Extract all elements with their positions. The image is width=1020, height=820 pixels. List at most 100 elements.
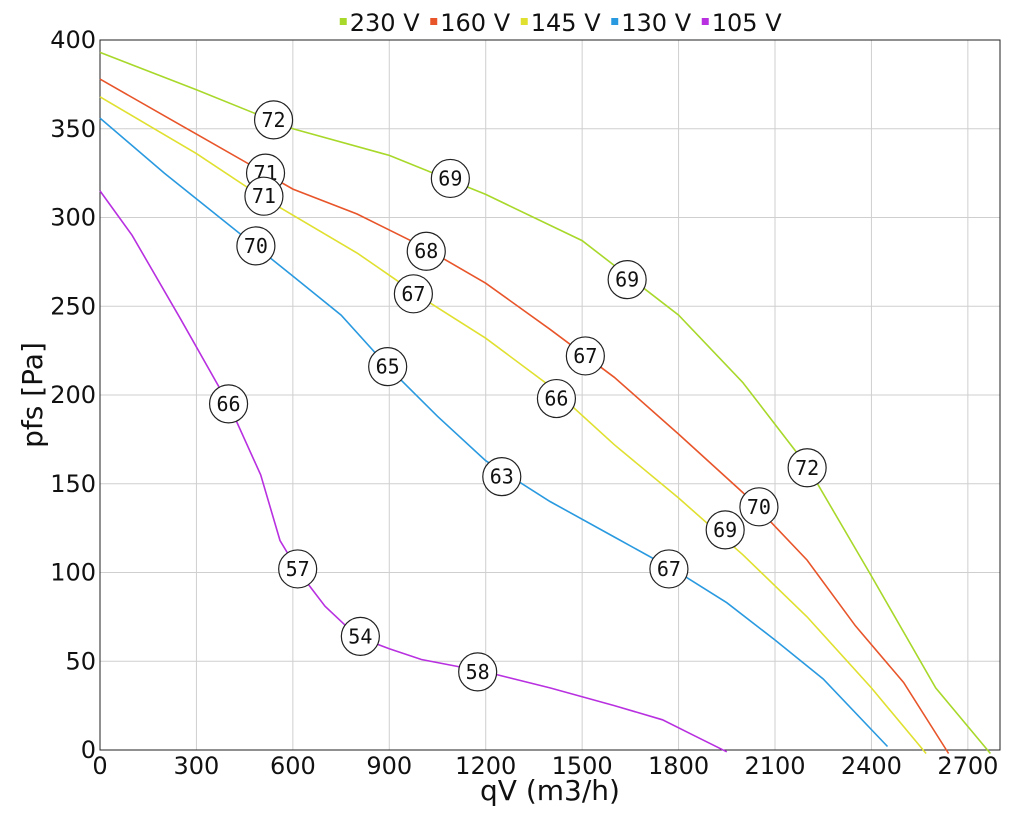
marker-circle xyxy=(278,549,318,589)
marker-label: 54 xyxy=(348,624,372,648)
efficiency-marker: 66 xyxy=(208,384,249,424)
marker-circle xyxy=(368,347,408,387)
y-tick-label: 250 xyxy=(50,292,96,320)
marker-circle xyxy=(253,100,294,140)
x-tick-label: 2400 xyxy=(841,752,902,780)
legend-label: 105 V xyxy=(712,9,782,37)
x-tick-label: 600 xyxy=(270,752,316,780)
marker-label: 72 xyxy=(795,456,819,480)
marker-label: 69 xyxy=(713,518,737,542)
efficiency-marker: 66 xyxy=(536,378,577,419)
legend-swatch xyxy=(430,18,438,25)
marker-label: 67 xyxy=(657,557,681,581)
legend-item: 230 V xyxy=(339,9,420,37)
marker-label: 70 xyxy=(747,495,771,519)
x-tick-label: 300 xyxy=(174,752,220,780)
plot-frame xyxy=(99,39,1001,751)
marker-label: 71 xyxy=(252,184,276,208)
marker-circle xyxy=(393,274,433,314)
marker-circle xyxy=(787,448,827,488)
efficiency-marker: 57 xyxy=(278,549,318,589)
marker-circle xyxy=(705,510,745,550)
efficiency-marker: 63 xyxy=(482,457,522,497)
marker-label: 57 xyxy=(286,557,310,581)
x-tick-label: 2700 xyxy=(937,752,998,780)
legend-label: 145 V xyxy=(531,9,601,37)
marker-circle xyxy=(340,616,380,657)
legend-swatch xyxy=(701,18,709,25)
y-tick-label: 200 xyxy=(50,381,96,409)
marker-label: 72 xyxy=(262,108,286,132)
efficiency-marker: 71 xyxy=(244,176,284,216)
legend-swatch xyxy=(520,18,528,25)
marker-label: 67 xyxy=(401,282,425,306)
x-tick-label: 1500 xyxy=(552,752,613,780)
marker-circle xyxy=(536,378,577,419)
legend-label: 230 V xyxy=(350,9,420,37)
x-tick-label: 1200 xyxy=(455,752,516,780)
marker-label: 67 xyxy=(573,344,597,368)
marker-circle xyxy=(236,226,276,266)
efficiency-marker: 67 xyxy=(393,274,433,314)
y-tick-label: 100 xyxy=(50,559,96,587)
marker-circle xyxy=(458,652,498,692)
marker-circle xyxy=(565,336,605,376)
y-tick-label: 300 xyxy=(50,204,96,232)
legend-item: 105 V xyxy=(701,9,782,37)
marker-label: 63 xyxy=(490,465,514,489)
marker-label: 66 xyxy=(544,387,568,411)
efficiency-marker: 67 xyxy=(565,336,605,376)
marker-label: 58 xyxy=(466,660,490,684)
series-line-3 xyxy=(99,117,889,748)
efficiency-marker: 70 xyxy=(739,487,779,527)
marker-circle xyxy=(430,158,470,199)
legend-item: 130 V xyxy=(611,9,692,37)
efficiency-marker: 69 xyxy=(607,260,647,300)
efficiency-marker: 58 xyxy=(458,652,498,692)
marker-circle xyxy=(208,384,249,424)
marker-circle xyxy=(482,457,522,497)
legend-swatch xyxy=(339,18,347,25)
marker-circle xyxy=(607,260,647,300)
marker-label: 66 xyxy=(217,392,241,416)
x-axis-label: qV (m3/h) xyxy=(480,774,620,807)
efficiency-marker: 67 xyxy=(649,549,689,589)
x-tick-label: 2100 xyxy=(744,752,805,780)
legend-item: 145 V xyxy=(520,9,601,37)
series-line-2 xyxy=(99,96,927,755)
marker-label: 70 xyxy=(244,234,268,258)
marker-circle xyxy=(649,549,689,589)
efficiency-marker: 69 xyxy=(430,158,470,199)
y-axis-label: pfs [Pa] xyxy=(16,342,49,448)
y-tick-label: 0 xyxy=(81,736,96,764)
marker-label: 65 xyxy=(376,355,400,379)
x-tick-label: 0 xyxy=(92,752,107,780)
marker-label: 69 xyxy=(438,166,462,190)
efficiency-marker: 54 xyxy=(340,616,380,657)
marker-label: 69 xyxy=(615,268,639,292)
efficiency-marker: 65 xyxy=(368,347,408,387)
efficiency-marker: 72 xyxy=(787,448,827,488)
legend: 230 V 160 V 145 V 130 V 105 V xyxy=(339,9,782,37)
efficiency-marker: 69 xyxy=(705,510,745,550)
y-tick-labels: 0 50 100 150 200 250 300 350 400 xyxy=(50,26,96,764)
marker-label: 68 xyxy=(414,239,438,263)
y-tick-label: 150 xyxy=(50,470,96,498)
marker-circle xyxy=(406,231,446,271)
legend-label: 160 V xyxy=(440,9,510,37)
legend-swatch xyxy=(611,18,619,25)
y-tick-label: 400 xyxy=(50,26,96,54)
x-tick-label: 1800 xyxy=(648,752,709,780)
x-tick-label: 900 xyxy=(366,752,412,780)
y-tick-label: 350 xyxy=(50,115,96,143)
marker-circle xyxy=(739,487,779,527)
efficiency-marker: 70 xyxy=(236,226,276,266)
x-tick-labels: 0 300 600 900 1200 1500 1800 2100 2400 2700 xyxy=(92,752,998,780)
legend-label: 130 V xyxy=(621,9,691,37)
y-tick-label: 50 xyxy=(65,647,96,675)
efficiency-marker: 72 xyxy=(253,100,294,140)
efficiency-marker: 68 xyxy=(406,231,446,271)
